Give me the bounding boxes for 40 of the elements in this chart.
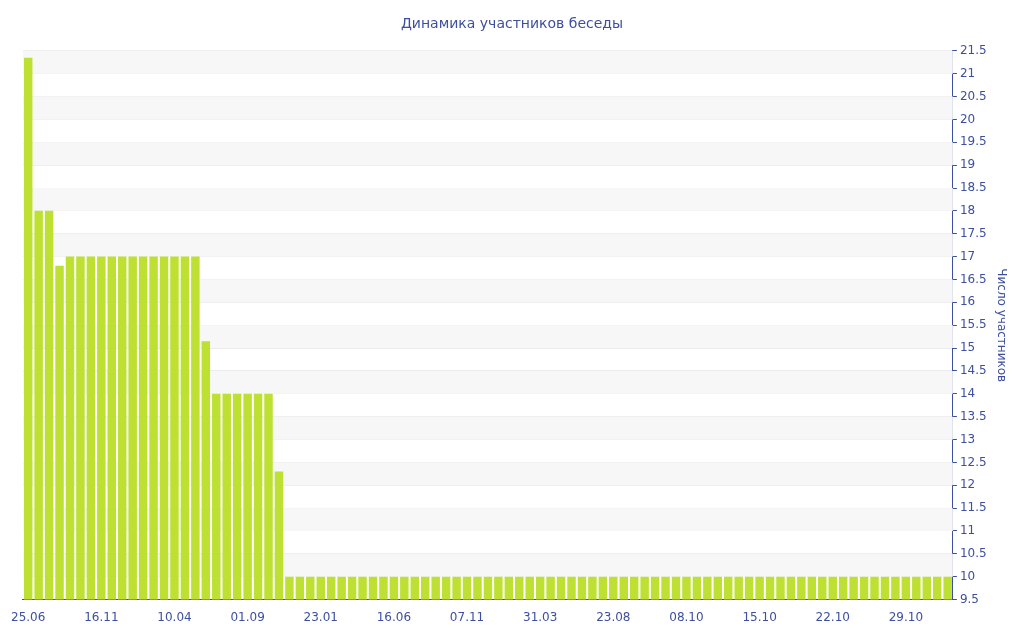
- y-tick-label: 21.5: [959, 42, 987, 57]
- y-tick-label: 19.5: [959, 134, 987, 149]
- y-tick-label: 21: [959, 65, 976, 80]
- x-tick-label: 08.10: [669, 609, 704, 624]
- y-tick-label: 9.5: [959, 591, 979, 606]
- y-tick-label: 20: [959, 111, 976, 126]
- x-tick-label: 01.09: [230, 609, 265, 624]
- y-tick-label: 14.5: [959, 363, 987, 378]
- x-tick-label: 23.08: [596, 609, 631, 624]
- y-tick-label: 17: [959, 248, 976, 263]
- y-tick-label: 13.5: [959, 408, 987, 423]
- y-tick-label: 16: [959, 294, 976, 309]
- chart-title: Динамика участников беседы: [400, 15, 624, 32]
- y-tick-label: 18.5: [959, 180, 987, 195]
- y-tick-label: 20.5: [959, 88, 987, 103]
- y-tick-label: 12.5: [959, 454, 987, 469]
- x-tick-label: 22.10: [815, 609, 850, 624]
- x-tick-label: 16.06: [376, 609, 412, 624]
- x-tick-label: 15.10: [742, 609, 777, 624]
- y-tick-label: 15.5: [959, 317, 987, 332]
- x-tick-label: 10.04: [157, 609, 192, 624]
- y-tick-label: 18: [959, 202, 976, 217]
- y-tick-label: 11.5: [959, 500, 987, 515]
- y-tick-label: 16.5: [959, 271, 987, 286]
- y-tick-label: 14: [959, 385, 976, 400]
- y-tick-label: 11: [959, 523, 976, 538]
- y-axis-title: Число участников: [994, 268, 1009, 383]
- x-tick-label: 23.01: [303, 609, 338, 624]
- y-tick-label: 17.5: [959, 225, 987, 240]
- y-tick-label: 12: [959, 477, 976, 492]
- x-tick-label: 31.03: [522, 609, 558, 624]
- x-tick-label: 07.11: [449, 609, 485, 624]
- y-tick-label: 15: [959, 340, 976, 355]
- x-tick-label: 29.10: [888, 609, 924, 624]
- x-tick-label: 25.06: [11, 609, 46, 624]
- y-tick-label: 19: [959, 157, 976, 172]
- y-tick-label: 10.5: [959, 545, 987, 560]
- y-tick-label: 13: [959, 431, 976, 446]
- x-tick-label: 16.11: [84, 609, 119, 624]
- y-tick-label: 10: [959, 568, 976, 583]
